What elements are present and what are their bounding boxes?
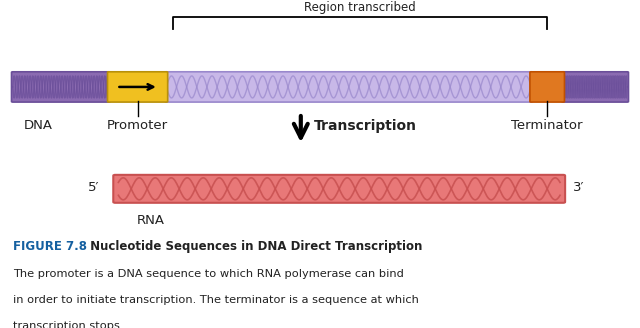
Text: 3′: 3′ xyxy=(573,181,584,194)
Text: The promoter is a DNA sequence to which RNA polymerase can bind: The promoter is a DNA sequence to which … xyxy=(13,269,404,279)
Text: RNA: RNA xyxy=(136,214,164,227)
Text: 5′: 5′ xyxy=(88,181,99,194)
Text: Promoter: Promoter xyxy=(107,119,168,132)
Text: Terminator: Terminator xyxy=(511,119,583,132)
Text: Nucleotide Sequences in DNA Direct Transcription: Nucleotide Sequences in DNA Direct Trans… xyxy=(86,240,423,253)
FancyBboxPatch shape xyxy=(113,175,565,203)
Text: Transcription: Transcription xyxy=(314,119,417,133)
Text: Region transcribed: Region transcribed xyxy=(304,1,416,14)
FancyBboxPatch shape xyxy=(12,72,110,102)
Text: FIGURE 7.8: FIGURE 7.8 xyxy=(13,240,87,253)
FancyBboxPatch shape xyxy=(562,72,628,102)
Text: in order to initiate transcription. The terminator is a sequence at which: in order to initiate transcription. The … xyxy=(13,295,419,305)
FancyBboxPatch shape xyxy=(530,72,564,102)
FancyBboxPatch shape xyxy=(108,72,168,102)
Text: transcription stops.: transcription stops. xyxy=(13,321,124,328)
FancyBboxPatch shape xyxy=(165,72,532,102)
Text: DNA: DNA xyxy=(24,119,53,132)
